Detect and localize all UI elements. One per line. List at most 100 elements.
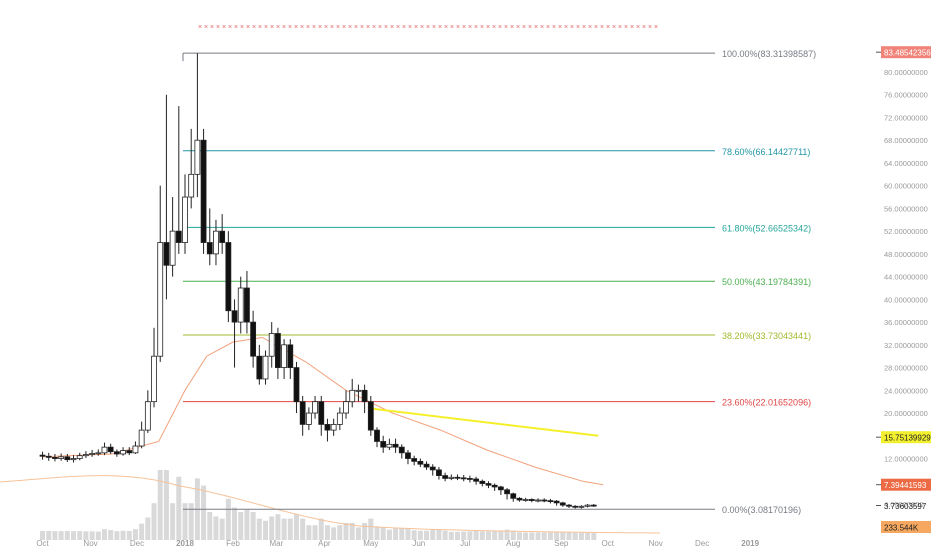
volume-bar xyxy=(424,530,430,540)
candle-body xyxy=(355,389,362,392)
volume-bar xyxy=(250,512,256,540)
high-marker-dot: × xyxy=(210,24,214,31)
high-marker-dot: × xyxy=(300,24,304,31)
volume-bar xyxy=(461,531,467,540)
candle-body xyxy=(578,505,585,508)
volume-bar xyxy=(554,531,560,540)
volume-bar xyxy=(473,530,479,540)
fib-level-label: 0.00%(3.08170196) xyxy=(722,505,801,515)
volume-bar xyxy=(132,529,138,540)
volume-bar xyxy=(188,503,194,540)
high-marker-dot: × xyxy=(312,24,316,31)
candle-body xyxy=(380,441,387,448)
high-marker-dot: × xyxy=(348,24,352,31)
volume-bar xyxy=(126,530,132,540)
volume-bar xyxy=(362,523,368,540)
high-marker-dot: × xyxy=(612,24,616,31)
high-marker-dot: × xyxy=(594,24,598,31)
candle-body xyxy=(299,401,306,425)
trendline xyxy=(370,407,599,437)
volume-bar xyxy=(479,531,485,540)
x-tick-label: Jun xyxy=(412,539,425,548)
high-marker-dot: × xyxy=(408,24,412,31)
candle-body xyxy=(485,483,492,486)
volume-bar xyxy=(337,525,343,540)
candle-body xyxy=(448,476,455,479)
high-marker-dot: × xyxy=(240,24,244,31)
volume-bar xyxy=(95,531,101,540)
high-marker-dot: × xyxy=(342,24,346,31)
fib-level-label: 38.20%(33.73043441) xyxy=(722,331,811,341)
fibonacci-levels[interactable]: 100.00%(83.31398587) 78.60%(66.14427711) 6… xyxy=(182,24,816,515)
y-tick-label: 56.00000000 xyxy=(884,204,928,213)
volume-bar xyxy=(275,514,281,540)
volume-bar xyxy=(349,523,355,540)
price-badge-label: 3.73603597 xyxy=(884,502,927,511)
candle-body xyxy=(367,401,374,431)
candle-body xyxy=(58,456,65,459)
high-marker-dot: × xyxy=(480,24,484,31)
candle-body xyxy=(70,458,77,461)
candle-body xyxy=(275,333,281,368)
volume-bar xyxy=(318,518,324,540)
volume-bar xyxy=(523,532,529,540)
high-marker-dot: × xyxy=(216,24,220,31)
fib-level-label: 23.60%(22.01652096) xyxy=(722,398,811,408)
candle-body xyxy=(244,287,250,323)
candle-body xyxy=(572,505,579,508)
high-marker-dot: × xyxy=(498,24,502,31)
candle-body xyxy=(89,453,95,455)
fib-level-label: 100.00%(83.31398587) xyxy=(722,49,816,59)
high-marker-dot: × xyxy=(552,24,556,31)
high-marker-dot: × xyxy=(330,24,334,31)
high-marker-dot: × xyxy=(360,24,364,31)
candle-body xyxy=(436,469,442,476)
high-marker-dot: × xyxy=(486,24,490,31)
candlesticks xyxy=(39,53,597,509)
candle-body xyxy=(553,500,560,504)
volume-bar xyxy=(244,509,250,540)
volume-bar xyxy=(436,529,442,540)
high-marker-dot: × xyxy=(606,24,610,31)
high-marker-dot: × xyxy=(282,24,286,31)
candle-body xyxy=(138,429,145,447)
candle-body xyxy=(76,455,83,459)
high-marker-dot: × xyxy=(294,24,298,31)
candle-body xyxy=(194,139,201,175)
high-marker-dot: × xyxy=(474,24,478,31)
y-tick-label: 4.00000000 xyxy=(884,500,924,509)
high-marker-dot: × xyxy=(378,24,382,31)
x-tick-label: 2019 xyxy=(741,539,759,548)
candle-body xyxy=(590,504,597,507)
volume-moving-average-line xyxy=(0,475,661,534)
volume-bar xyxy=(213,516,219,540)
candle-body xyxy=(504,489,510,495)
candle-body xyxy=(411,458,418,462)
candle-body xyxy=(374,429,380,442)
candle-body xyxy=(213,230,219,255)
volume-bar xyxy=(343,523,349,540)
y-tick-label: 36.00000000 xyxy=(884,318,928,327)
candle-body xyxy=(541,499,548,502)
high-marker-dot: × xyxy=(288,24,292,31)
candle-body xyxy=(516,497,523,501)
candle-body xyxy=(132,445,139,454)
trendlines[interactable] xyxy=(370,407,599,437)
high-marker-dot: × xyxy=(246,24,250,31)
candle-body xyxy=(497,486,504,491)
candle-body xyxy=(250,321,257,357)
volume-bar xyxy=(591,532,597,540)
high-marker-dot: × xyxy=(366,24,370,31)
volume-bar xyxy=(504,529,510,540)
candle-body xyxy=(343,401,349,414)
candle-body xyxy=(39,454,46,457)
volume-bar xyxy=(170,503,176,540)
high-marker-dot: × xyxy=(414,24,418,31)
high-marker-dot: × xyxy=(528,24,532,31)
y-tick-label: 24.00000000 xyxy=(884,386,928,395)
candle-body xyxy=(398,446,405,454)
high-marker-dot: × xyxy=(600,24,604,31)
